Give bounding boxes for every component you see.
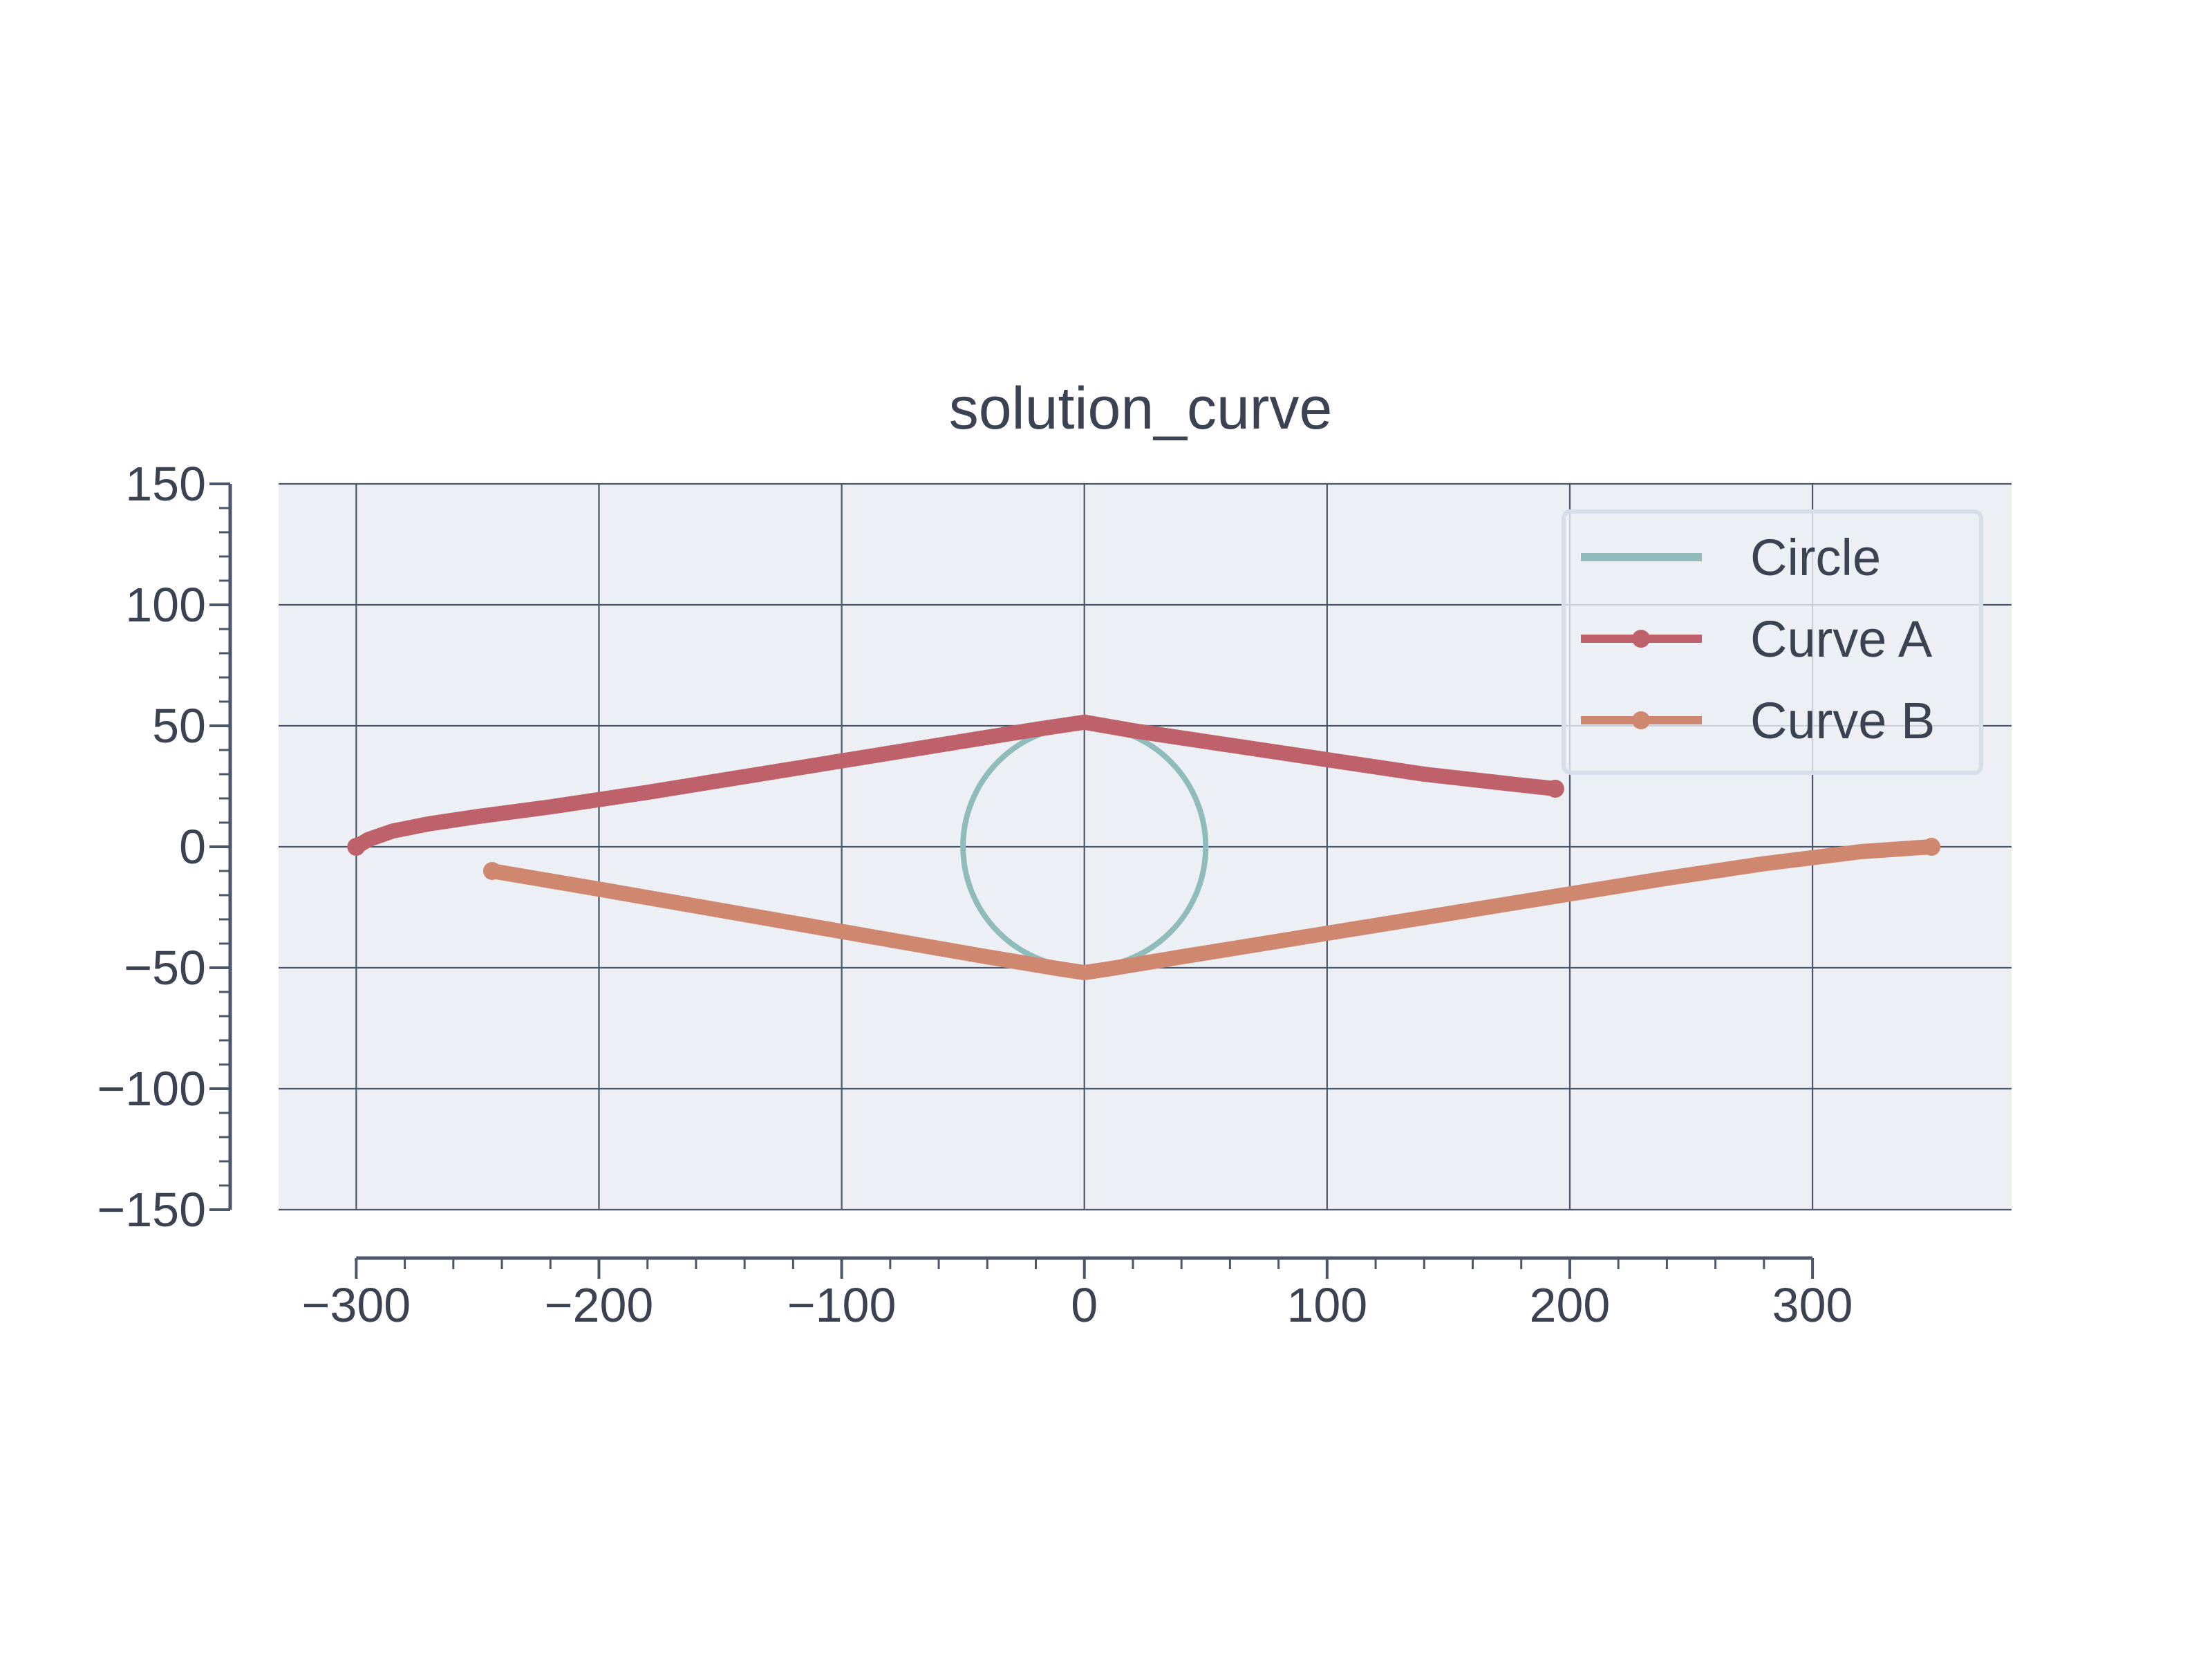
legend-label: Circle <box>1750 529 1881 586</box>
y-tick-label: 0 <box>179 820 206 874</box>
x-tick-label: −200 <box>545 1278 654 1332</box>
x-tick-label: 100 <box>1286 1278 1367 1332</box>
series-point <box>1922 838 1941 856</box>
legend-box <box>1562 509 1983 775</box>
series-line-curve-a <box>348 714 1563 854</box>
y-tick-label: −50 <box>124 941 206 995</box>
x-tick-label: 0 <box>1071 1278 1098 1332</box>
legend-label: Curve A <box>1750 610 1933 668</box>
legend-label: Curve B <box>1750 692 1935 749</box>
legend-marker <box>1632 711 1650 729</box>
x-tick-label: −100 <box>787 1278 897 1332</box>
y-tick-label: 150 <box>125 457 206 511</box>
y-tick-label: −150 <box>97 1183 206 1237</box>
x-tick-label: −300 <box>302 1278 411 1332</box>
y-tick-label: −100 <box>97 1062 206 1116</box>
x-axis: −300 −200 −100 0 100 200 300 <box>302 1256 1853 1332</box>
series-point <box>482 862 501 880</box>
chart-title: solution_curve <box>949 375 1333 442</box>
series-line-curve-b <box>484 839 1940 980</box>
legend: Circle Curve A Curve B <box>1562 509 1983 775</box>
x-tick-label: 300 <box>1772 1278 1853 1332</box>
series-layer <box>347 714 1941 980</box>
legend-marker <box>1632 630 1650 648</box>
y-tick-label: 100 <box>125 578 206 632</box>
series-point <box>347 838 366 856</box>
x-tick-label: 200 <box>1530 1278 1611 1332</box>
y-tick-label: 50 <box>152 699 206 753</box>
series-point <box>1546 780 1564 798</box>
y-axis: −150 −100 −50 0 50 100 150 <box>97 457 232 1237</box>
